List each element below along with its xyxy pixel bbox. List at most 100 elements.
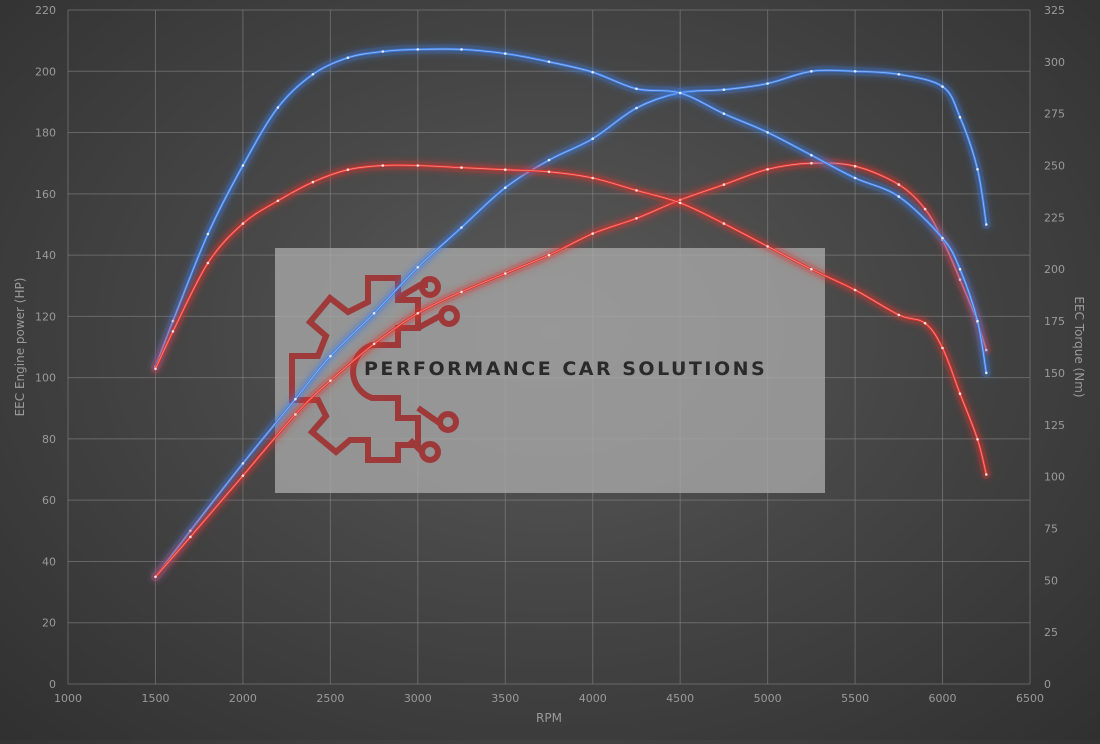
data-point bbox=[416, 48, 420, 51]
data-point bbox=[311, 73, 315, 76]
data-point bbox=[504, 272, 507, 275]
right-y-tick-label: 325 bbox=[1044, 4, 1065, 17]
data-point bbox=[206, 232, 210, 236]
data-point bbox=[591, 232, 594, 235]
watermark: PERFORMANCE CAR SOLUTIONS bbox=[275, 248, 825, 493]
series-highlight bbox=[155, 69, 987, 578]
data-point bbox=[853, 164, 857, 168]
data-point bbox=[853, 176, 857, 180]
data-point bbox=[346, 168, 350, 171]
left-y-tick-label: 140 bbox=[35, 249, 56, 262]
data-point bbox=[591, 176, 594, 180]
data-point bbox=[346, 56, 350, 59]
left-y-tick-label: 120 bbox=[35, 310, 56, 323]
left-y-tick-label: 40 bbox=[42, 555, 56, 568]
data-point bbox=[591, 137, 594, 140]
data-point bbox=[329, 379, 332, 383]
data-point bbox=[897, 183, 901, 186]
data-point bbox=[897, 313, 901, 317]
data-point bbox=[329, 354, 332, 358]
data-point bbox=[976, 319, 979, 323]
x-tick-label: 6000 bbox=[929, 692, 957, 705]
data-point bbox=[941, 236, 944, 240]
data-point bbox=[381, 50, 385, 53]
data-point bbox=[206, 261, 210, 265]
data-point bbox=[460, 166, 463, 169]
x-tick-label: 3000 bbox=[404, 692, 432, 705]
data-point bbox=[635, 87, 638, 91]
data-point bbox=[635, 189, 638, 192]
x-tick-label: 4500 bbox=[666, 692, 694, 705]
data-point bbox=[189, 535, 192, 539]
data-point bbox=[372, 342, 376, 346]
x-tick-label: 6500 bbox=[1016, 692, 1044, 705]
data-point bbox=[985, 371, 988, 375]
data-point bbox=[810, 267, 813, 271]
data-point bbox=[372, 312, 376, 315]
data-point bbox=[678, 91, 682, 95]
data-point bbox=[853, 70, 857, 73]
data-point bbox=[985, 473, 988, 476]
right-y-tick-label: 250 bbox=[1044, 160, 1065, 173]
data-point bbox=[311, 180, 315, 184]
data-point bbox=[766, 245, 769, 248]
x-tick-label: 1500 bbox=[141, 692, 169, 705]
data-point bbox=[766, 82, 769, 85]
left-y-tick-label: 200 bbox=[35, 65, 56, 78]
data-point bbox=[810, 70, 813, 73]
left-y-tick-label: 60 bbox=[42, 494, 56, 507]
data-point bbox=[460, 290, 463, 294]
left-y-tick-label: 0 bbox=[49, 678, 56, 691]
data-point bbox=[504, 52, 507, 55]
right-y-tick-label: 200 bbox=[1044, 263, 1065, 276]
data-point bbox=[958, 392, 962, 396]
x-axis-title: RPM bbox=[536, 711, 562, 725]
x-tick-label: 2500 bbox=[316, 692, 344, 705]
data-point bbox=[154, 367, 157, 371]
left-axis-title: EEC Engine power (HP) bbox=[13, 278, 27, 417]
data-point bbox=[766, 168, 769, 171]
right-axis-title: EEC Torque (Nm) bbox=[1072, 296, 1086, 397]
data-point bbox=[722, 112, 726, 115]
data-point bbox=[294, 397, 297, 401]
data-point bbox=[923, 207, 927, 211]
left-y-tick-label: 180 bbox=[35, 127, 56, 140]
data-point bbox=[154, 575, 157, 579]
right-y-tick-label: 225 bbox=[1044, 211, 1065, 224]
series-blue-torque bbox=[151, 44, 991, 378]
data-point bbox=[504, 186, 507, 189]
data-point bbox=[241, 474, 245, 478]
x-tick-label: 1000 bbox=[54, 692, 82, 705]
data-point bbox=[294, 413, 297, 416]
data-point bbox=[941, 346, 944, 350]
series-blue-power bbox=[151, 65, 991, 582]
x-tick-label: 5500 bbox=[841, 692, 869, 705]
data-point bbox=[941, 85, 944, 88]
data-point bbox=[381, 164, 385, 167]
data-point bbox=[853, 288, 857, 292]
data-point bbox=[810, 153, 813, 157]
data-point bbox=[416, 164, 420, 167]
data-point bbox=[678, 201, 682, 205]
data-point bbox=[958, 267, 962, 271]
data-point bbox=[460, 226, 463, 229]
data-point bbox=[416, 312, 420, 315]
gear-circuit-logo-icon bbox=[289, 275, 460, 463]
right-y-tick-label: 0 bbox=[1044, 678, 1051, 691]
data-point bbox=[635, 106, 638, 110]
data-point bbox=[591, 70, 594, 74]
left-y-tick-label: 80 bbox=[42, 433, 56, 446]
right-y-tick-label: 100 bbox=[1044, 471, 1065, 484]
data-point bbox=[276, 106, 280, 109]
data-point bbox=[722, 183, 726, 186]
data-point bbox=[460, 48, 463, 51]
right-y-tick-label: 275 bbox=[1044, 108, 1065, 121]
left-y-tick-label: 220 bbox=[35, 4, 56, 17]
left-y-tick-label: 20 bbox=[42, 617, 56, 630]
right-y-tick-label: 300 bbox=[1044, 56, 1065, 69]
x-tick-label: 3500 bbox=[491, 692, 519, 705]
data-point bbox=[985, 223, 988, 226]
data-point bbox=[547, 60, 551, 64]
x-tick-label: 2000 bbox=[229, 692, 257, 705]
